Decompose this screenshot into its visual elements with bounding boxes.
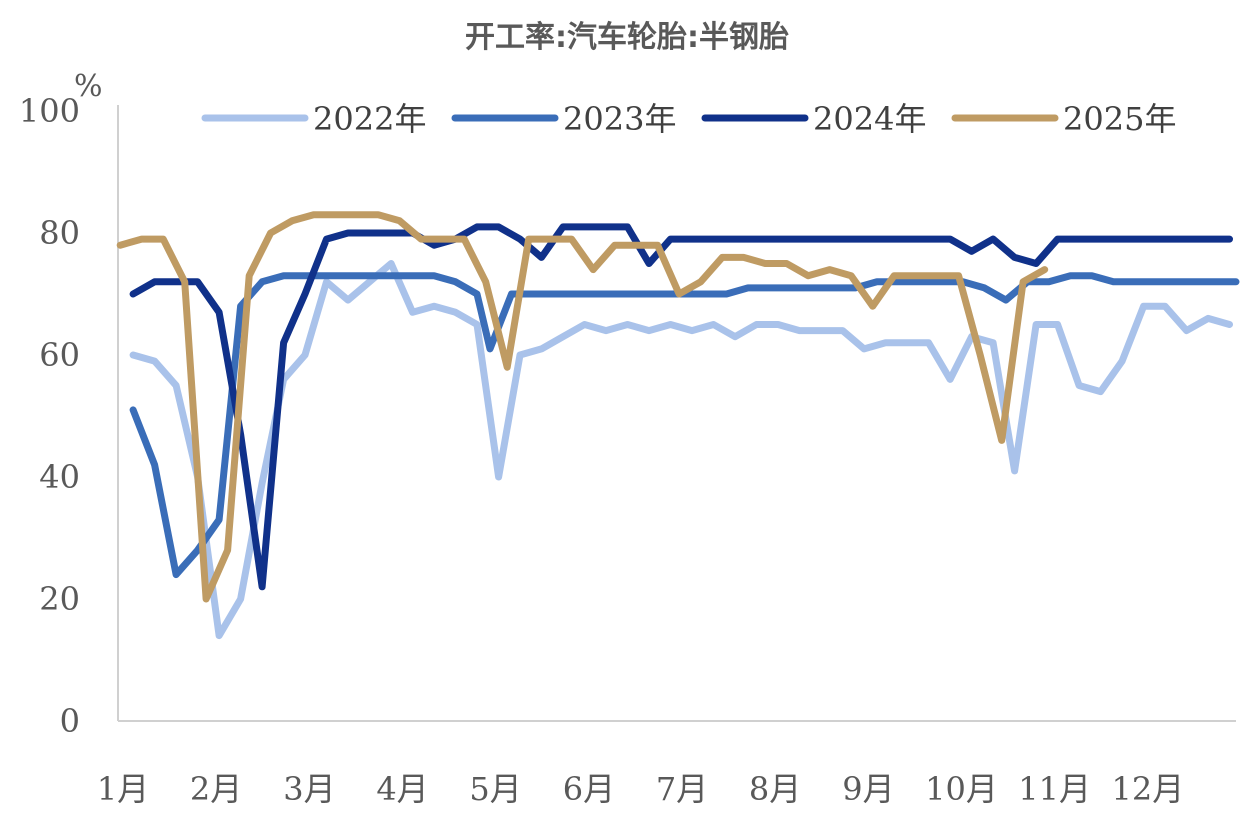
x-tick-label: 9月	[842, 770, 894, 808]
y-axis-ticks: 0 20 40 60 80 100%	[19, 69, 103, 740]
y-tick-label: 60	[39, 336, 80, 374]
x-axis-ticks: 1月 2月 3月 4月 5月 6月 7月 8月 9月 10月 11月 12月	[97, 770, 1184, 808]
y-axis-unit: %	[74, 69, 103, 104]
y-tick-label: 80	[39, 214, 80, 252]
x-tick-label: 11月	[1018, 770, 1091, 808]
series-line-2024年	[129, 223, 1233, 591]
legend-label: 2025年	[1063, 100, 1176, 138]
x-tick-label: 2月	[190, 770, 242, 808]
legend-label: 2022年	[313, 100, 426, 138]
legend-label: 2023年	[563, 100, 676, 138]
series-lines	[116, 211, 1240, 640]
x-tick-label: 7月	[656, 770, 708, 808]
chart-title: 开工率:汽车轮胎:半钢胎	[465, 20, 789, 55]
x-tick-label: 12月	[1112, 770, 1185, 808]
y-tick-label: 100	[19, 92, 80, 130]
series-line-2025年	[116, 211, 1049, 603]
legend-label: 2024年	[813, 100, 926, 138]
x-tick-label: 5月	[469, 770, 521, 808]
x-tick-label: 1月	[97, 770, 149, 808]
y-tick-label: 0	[60, 702, 80, 740]
x-tick-label: 10月	[925, 770, 998, 808]
x-tick-label: 4月	[376, 770, 428, 808]
series-line-2023年	[129, 272, 1240, 579]
y-tick-label: 40	[39, 458, 80, 496]
chart-axes	[117, 105, 1236, 722]
x-tick-label: 3月	[283, 770, 335, 808]
x-tick-label: 6月	[563, 770, 615, 808]
legend: 2022年 2023年 2024年 2025年	[201, 100, 1176, 138]
series-line-2022年	[129, 260, 1233, 640]
x-tick-label: 8月	[749, 770, 801, 808]
y-tick-label: 20	[39, 580, 80, 618]
